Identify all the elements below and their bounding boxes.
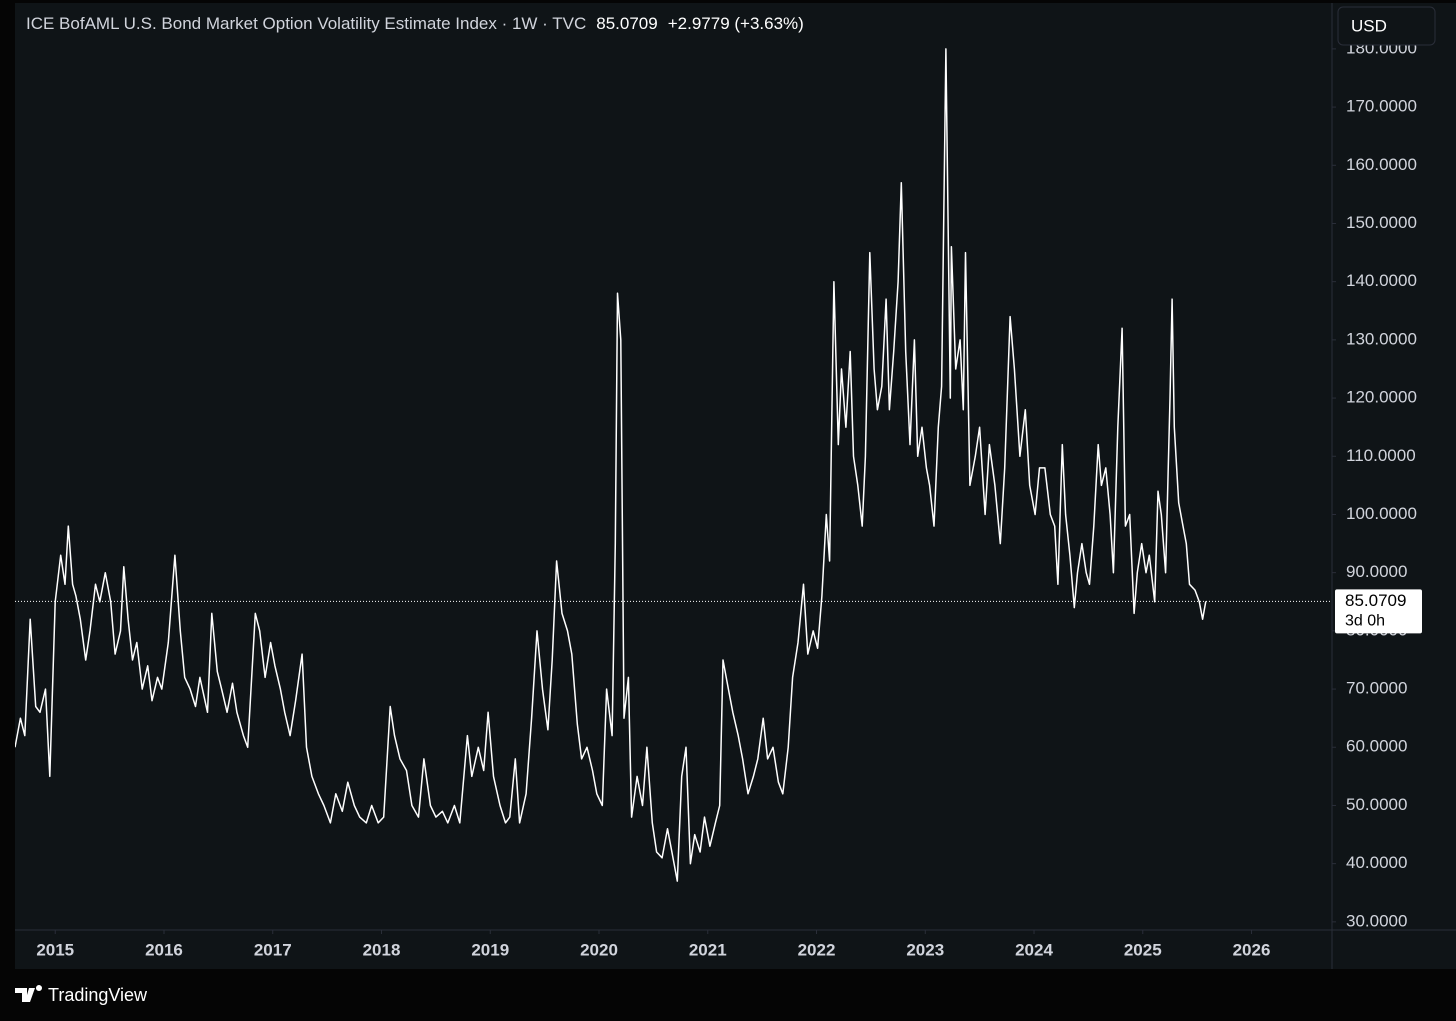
x-tick-label: 2019 [471, 940, 509, 959]
x-tick-label: 2015 [36, 940, 74, 959]
chart-title: ICE BofAML U.S. Bond Market Option Volat… [26, 14, 804, 33]
y-tick-label: 170.0000 [1346, 97, 1417, 116]
y-tick-label: 160.0000 [1346, 155, 1417, 174]
brand-name: TradingView [48, 985, 148, 1005]
x-tick-label: 2016 [145, 940, 183, 959]
currency-label[interactable]: USD [1351, 16, 1387, 35]
countdown-label: 3d 0h [1345, 613, 1385, 630]
header-change: +2.9779 (+3.63%) [668, 14, 804, 33]
y-tick-label: 150.0000 [1346, 213, 1417, 232]
y-tick-label: 90.0000 [1346, 562, 1407, 581]
y-tick-label: 120.0000 [1346, 388, 1417, 407]
brand: TradingView [15, 985, 148, 1005]
y-tick-label: 100.0000 [1346, 504, 1417, 523]
x-tick-label: 2020 [580, 940, 618, 959]
chart-panel [15, 3, 1456, 969]
y-tick-label: 110.0000 [1346, 446, 1416, 465]
y-tick-label: 130.0000 [1346, 329, 1417, 348]
currency-button[interactable] [1337, 6, 1436, 46]
x-tick-label: 2026 [1233, 940, 1271, 959]
last-price-label: 85.0709 [1345, 591, 1406, 610]
last-price-box [1335, 589, 1422, 634]
x-tick-label: 2022 [798, 940, 836, 959]
x-tick-label: 2017 [254, 940, 292, 959]
y-tick-label: 60.0000 [1346, 737, 1407, 756]
y-tick-label: 70.0000 [1346, 679, 1407, 698]
y-tick-label: 140.0000 [1346, 271, 1417, 290]
y-tick-label: 50.0000 [1346, 795, 1407, 814]
x-tick-label: 2024 [1015, 940, 1053, 959]
x-tick-label: 2021 [689, 940, 727, 959]
x-tick-label: 2023 [906, 940, 944, 959]
brand-logo [15, 985, 42, 1002]
title-text: ICE BofAML U.S. Bond Market Option Volat… [26, 14, 586, 33]
header-value: 85.0709 [596, 14, 657, 33]
x-tick-label: 2018 [363, 940, 401, 959]
y-tick-label: 30.0000 [1346, 911, 1407, 930]
y-tick-label: 40.0000 [1346, 853, 1407, 872]
x-tick-label: 2025 [1124, 940, 1162, 959]
price-line [15, 48, 1207, 882]
